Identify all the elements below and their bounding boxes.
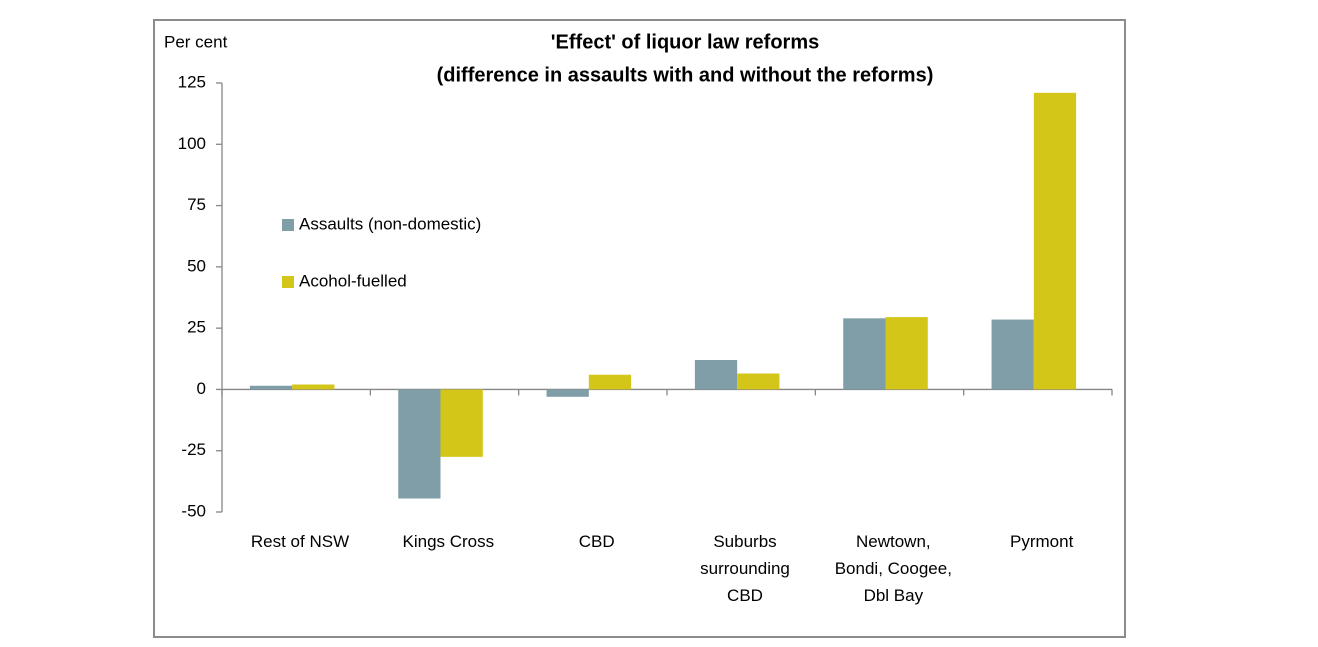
x-tick-label: Newtown, Bondi, Coogee, Dbl Bay xyxy=(834,532,952,605)
y-tick-label: 0 xyxy=(197,379,206,398)
legend-swatch xyxy=(282,219,294,231)
y-tick-label: 75 xyxy=(187,195,206,214)
y-tick-label: -25 xyxy=(181,440,206,459)
y-axis-label: Per cent xyxy=(164,32,228,51)
bar xyxy=(440,389,483,457)
y-tick-label: 25 xyxy=(187,318,206,337)
bar xyxy=(398,389,441,499)
legend-swatch xyxy=(282,276,294,288)
legend-label: Assaults (non-domestic) xyxy=(299,214,481,233)
y-tick-label: 50 xyxy=(187,256,206,275)
x-tick-label: Kings Cross xyxy=(402,532,495,551)
bar xyxy=(292,384,335,390)
bar xyxy=(843,318,886,390)
x-tick-label: Suburbs surrounding CBD xyxy=(700,532,790,605)
bar xyxy=(1033,92,1077,390)
chart-subtitle: (difference in assaults with and without… xyxy=(437,64,934,86)
legend-label: Acohol-fuelled xyxy=(299,271,407,290)
bar xyxy=(546,389,589,397)
bar xyxy=(249,385,293,390)
y-tick-label: 125 xyxy=(178,72,206,91)
bar xyxy=(694,360,738,390)
bar xyxy=(991,319,1034,390)
y-tick-label: 100 xyxy=(178,134,206,153)
chart-title: 'Effect' of liquor law reforms xyxy=(551,31,819,53)
x-tick-label: CBD xyxy=(578,532,615,551)
y-tick-label: -50 xyxy=(181,501,206,520)
x-tick-label: Pyrmont xyxy=(1010,532,1074,551)
bar xyxy=(885,317,928,390)
bar xyxy=(588,374,632,390)
bar xyxy=(737,373,780,390)
x-tick-label: Rest of NSW xyxy=(250,532,350,551)
chart-frame xyxy=(153,19,1126,638)
